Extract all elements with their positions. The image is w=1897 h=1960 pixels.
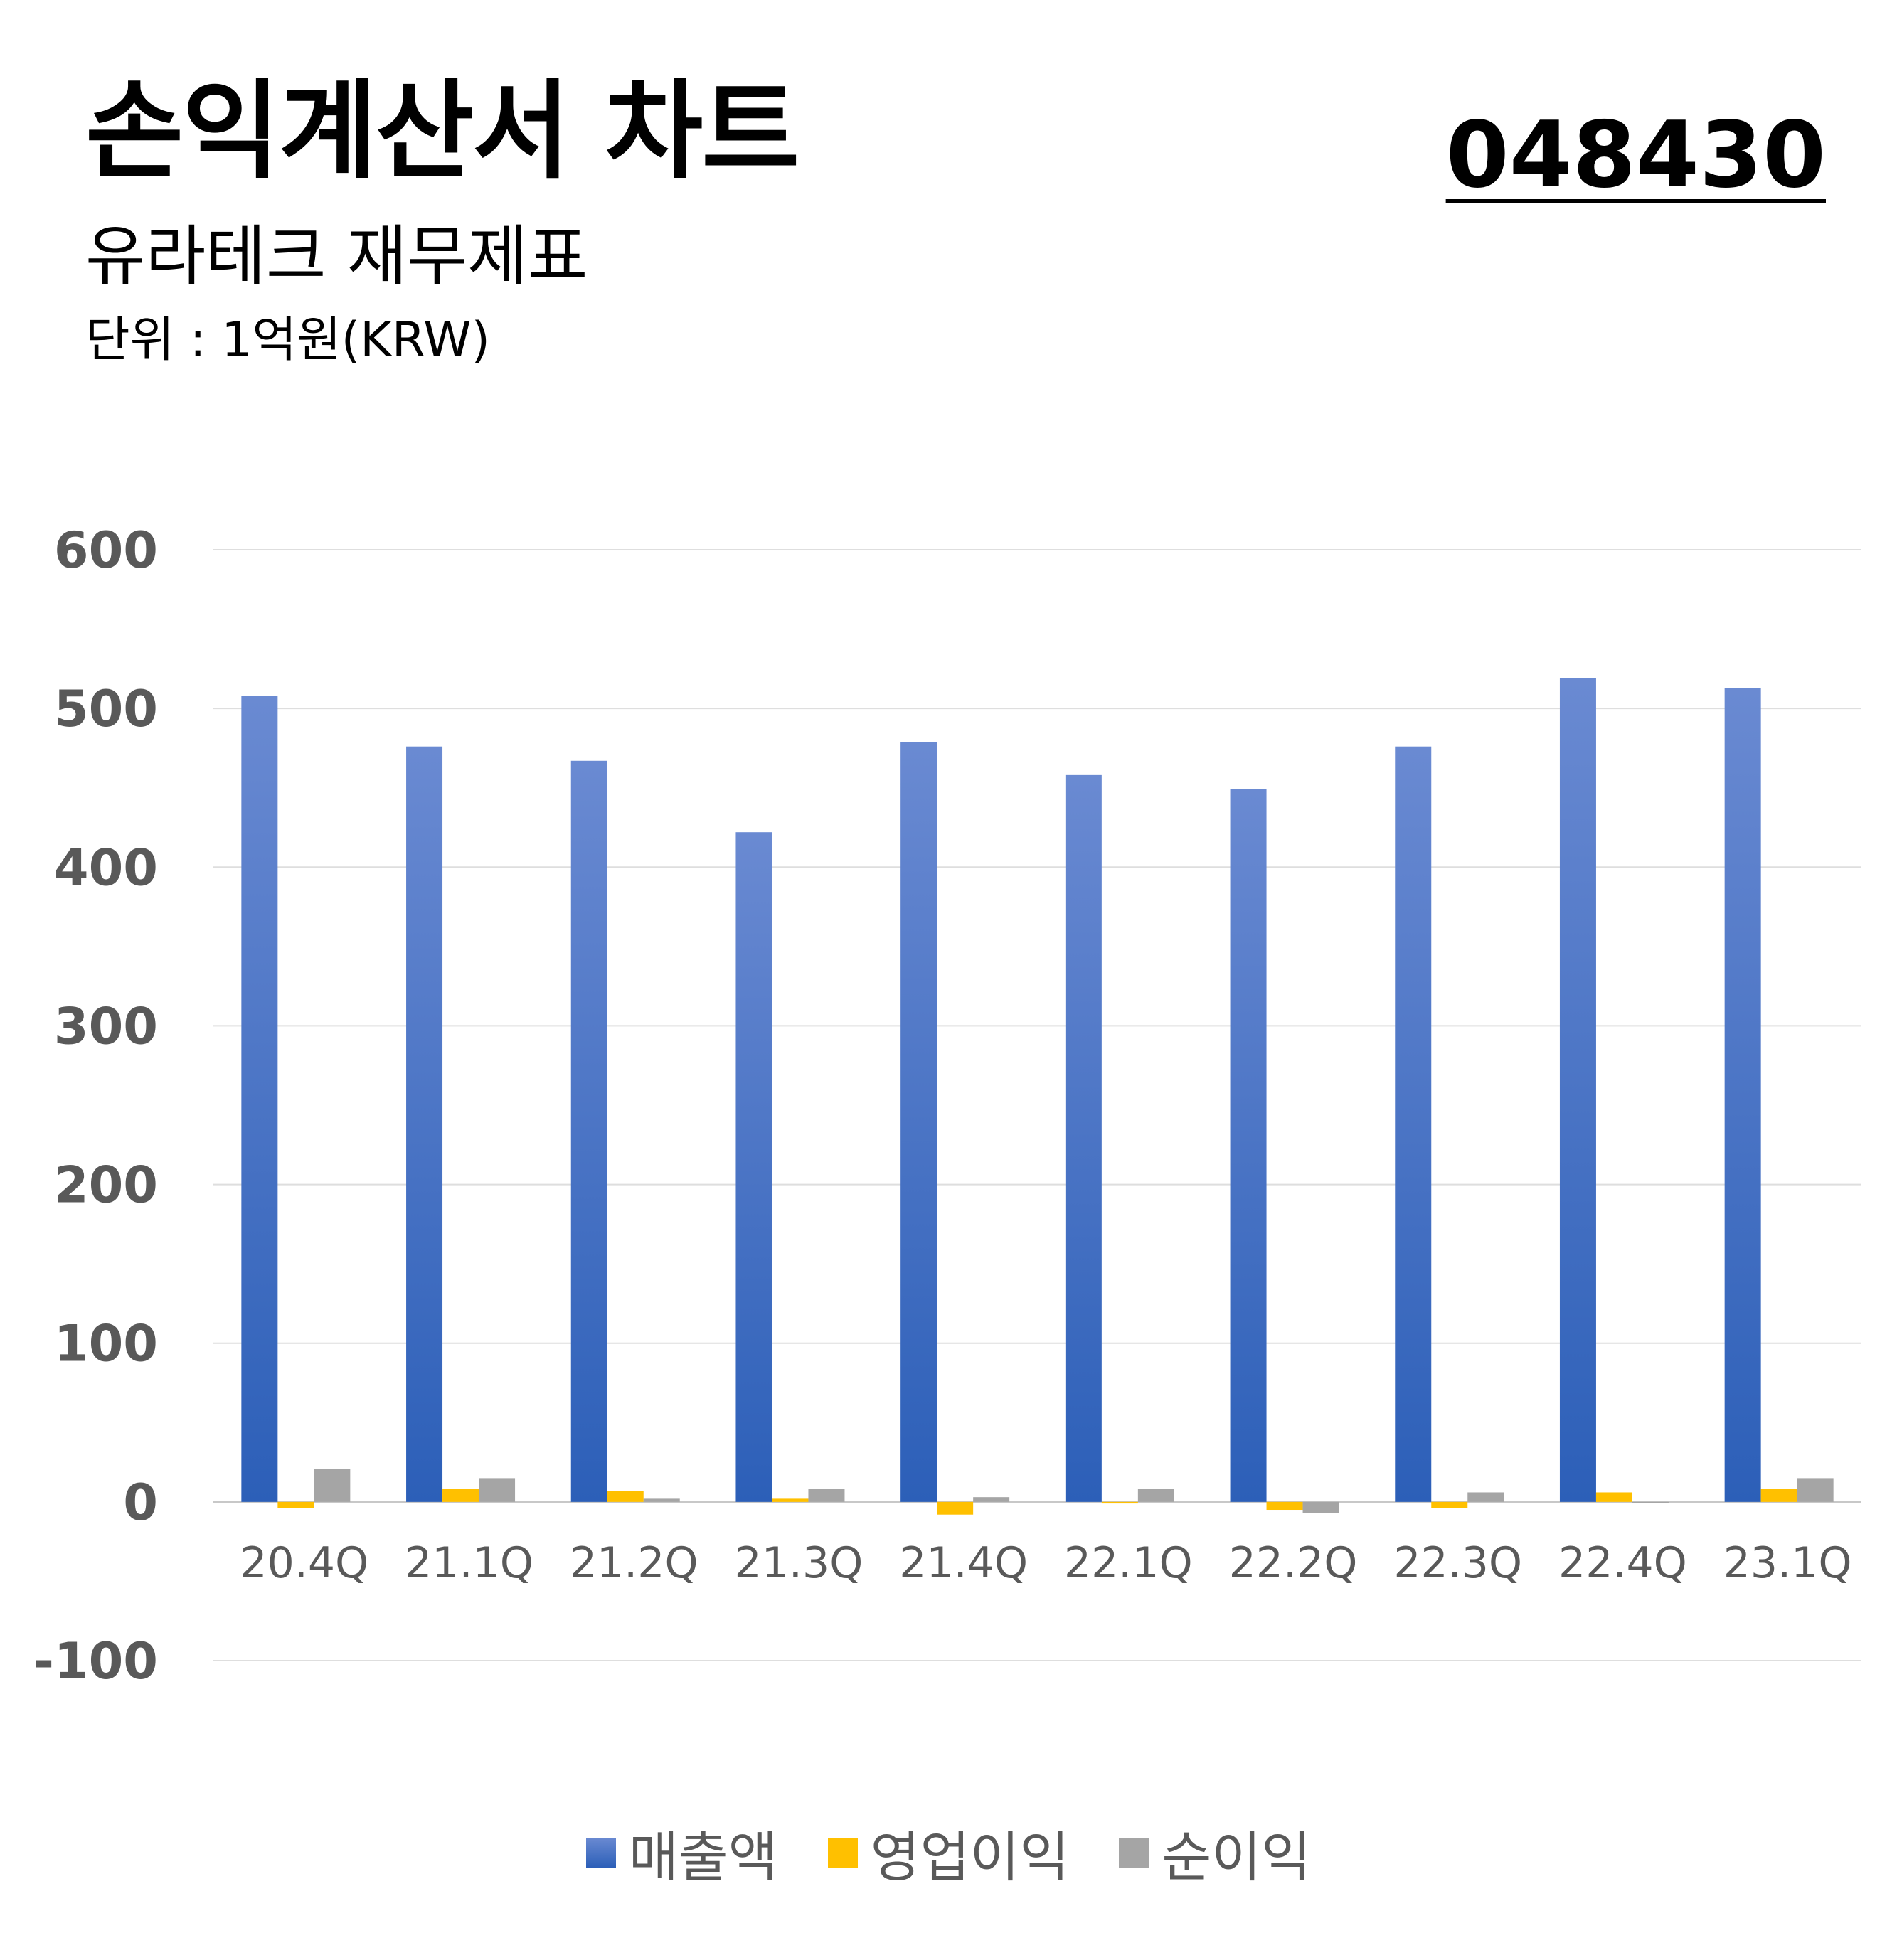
tick-labels: 600 500 400 300 200 100 0 -100 20.4Q 21.1Q 21.2Q 21… (33, 521, 1852, 1690)
bar-revenue (241, 696, 278, 1502)
x-tick-label: 22.4Q (1558, 1538, 1687, 1588)
x-tick-label: 20.4Q (240, 1538, 368, 1588)
bar-operating-profit (442, 1489, 479, 1502)
bar-revenue (406, 746, 443, 1502)
y-tick-label: 200 (54, 1156, 158, 1215)
bar-revenue (1724, 688, 1761, 1502)
legend-item-net-profit: 순이익 (1119, 1813, 1311, 1892)
bar-net-profit (808, 1489, 845, 1502)
x-tick-label: 21.3Q (735, 1538, 864, 1588)
y-tick-label: 0 (123, 1474, 158, 1532)
chart-title: 손익계산서 차트 (85, 70, 799, 193)
bar-operating-profit (607, 1491, 644, 1502)
bar-revenue (1065, 774, 1102, 1502)
bar-net-profit (1632, 1501, 1669, 1503)
bar-operating-profit (1760, 1489, 1797, 1502)
stock-code: 048430 (1445, 102, 1826, 208)
bar-operating-profit (937, 1501, 974, 1515)
y-tick-label: 300 (54, 997, 158, 1055)
bar-net-profit (479, 1478, 516, 1502)
legend-label-revenue: 매출액 (628, 1826, 778, 1889)
unit-label: 단위 : 1억원(KRW) (85, 312, 491, 368)
bar-operating-profit (277, 1501, 314, 1508)
bar-net-profit (1302, 1501, 1339, 1513)
bar-net-profit (973, 1497, 1010, 1502)
bar-net-profit (1137, 1489, 1174, 1502)
bar-net-profit (1797, 1478, 1834, 1502)
bar-operating-profit (1266, 1501, 1303, 1511)
bar-revenue (1230, 789, 1267, 1502)
legend-swatch-operating-profit (827, 1838, 858, 1868)
x-tick-label: 22.1Q (1064, 1538, 1193, 1588)
y-tick-label: 600 (54, 521, 158, 580)
bar-operating-profit (1431, 1501, 1468, 1508)
bar-operating-profit (1595, 1492, 1632, 1502)
y-tick-label: 400 (54, 838, 158, 897)
bar-revenue (570, 760, 607, 1502)
legend-swatch-net-profit (1119, 1838, 1149, 1868)
x-tick-label: 22.3Q (1393, 1538, 1522, 1588)
bar-net-profit (1467, 1492, 1504, 1502)
x-tick-label: 21.4Q (899, 1538, 1028, 1588)
x-tick-label: 21.1Q (405, 1538, 533, 1588)
y-tick-label: -100 (33, 1632, 158, 1690)
legend-item-operating-profit: 영업이익 (827, 1813, 1070, 1892)
legend-label-operating-profit: 영업이익 (870, 1826, 1070, 1889)
bar-operating-profit (1101, 1501, 1138, 1504)
bar-revenue (735, 832, 772, 1502)
bar-net-profit (314, 1468, 351, 1502)
bar-revenue (1559, 678, 1596, 1502)
x-tick-label: 21.2Q (570, 1538, 698, 1588)
bar-chart: 600 500 400 300 200 100 0 -100 20.4Q 21.1Q 21.2Q 21… (33, 521, 1861, 1690)
legend-swatch-revenue (585, 1838, 616, 1868)
legend-item-revenue: 매출액 (585, 1813, 778, 1892)
bars (241, 678, 1834, 1515)
chart-subtitle: 유라테크 재무제표 (85, 218, 588, 294)
x-tick-label: 22.2Q (1229, 1538, 1358, 1588)
bar-operating-profit (772, 1498, 809, 1502)
bar-revenue (1395, 746, 1432, 1502)
bar-net-profit (643, 1498, 680, 1502)
legend: 매출액 영업이익 순이익 (0, 1813, 1897, 1892)
bar-revenue (900, 742, 937, 1502)
y-tick-label: 500 (54, 680, 158, 738)
y-tick-label: 100 (54, 1315, 158, 1373)
legend-label-net-profit: 순이익 (1162, 1826, 1312, 1889)
x-tick-label: 23.1Q (1723, 1538, 1852, 1588)
